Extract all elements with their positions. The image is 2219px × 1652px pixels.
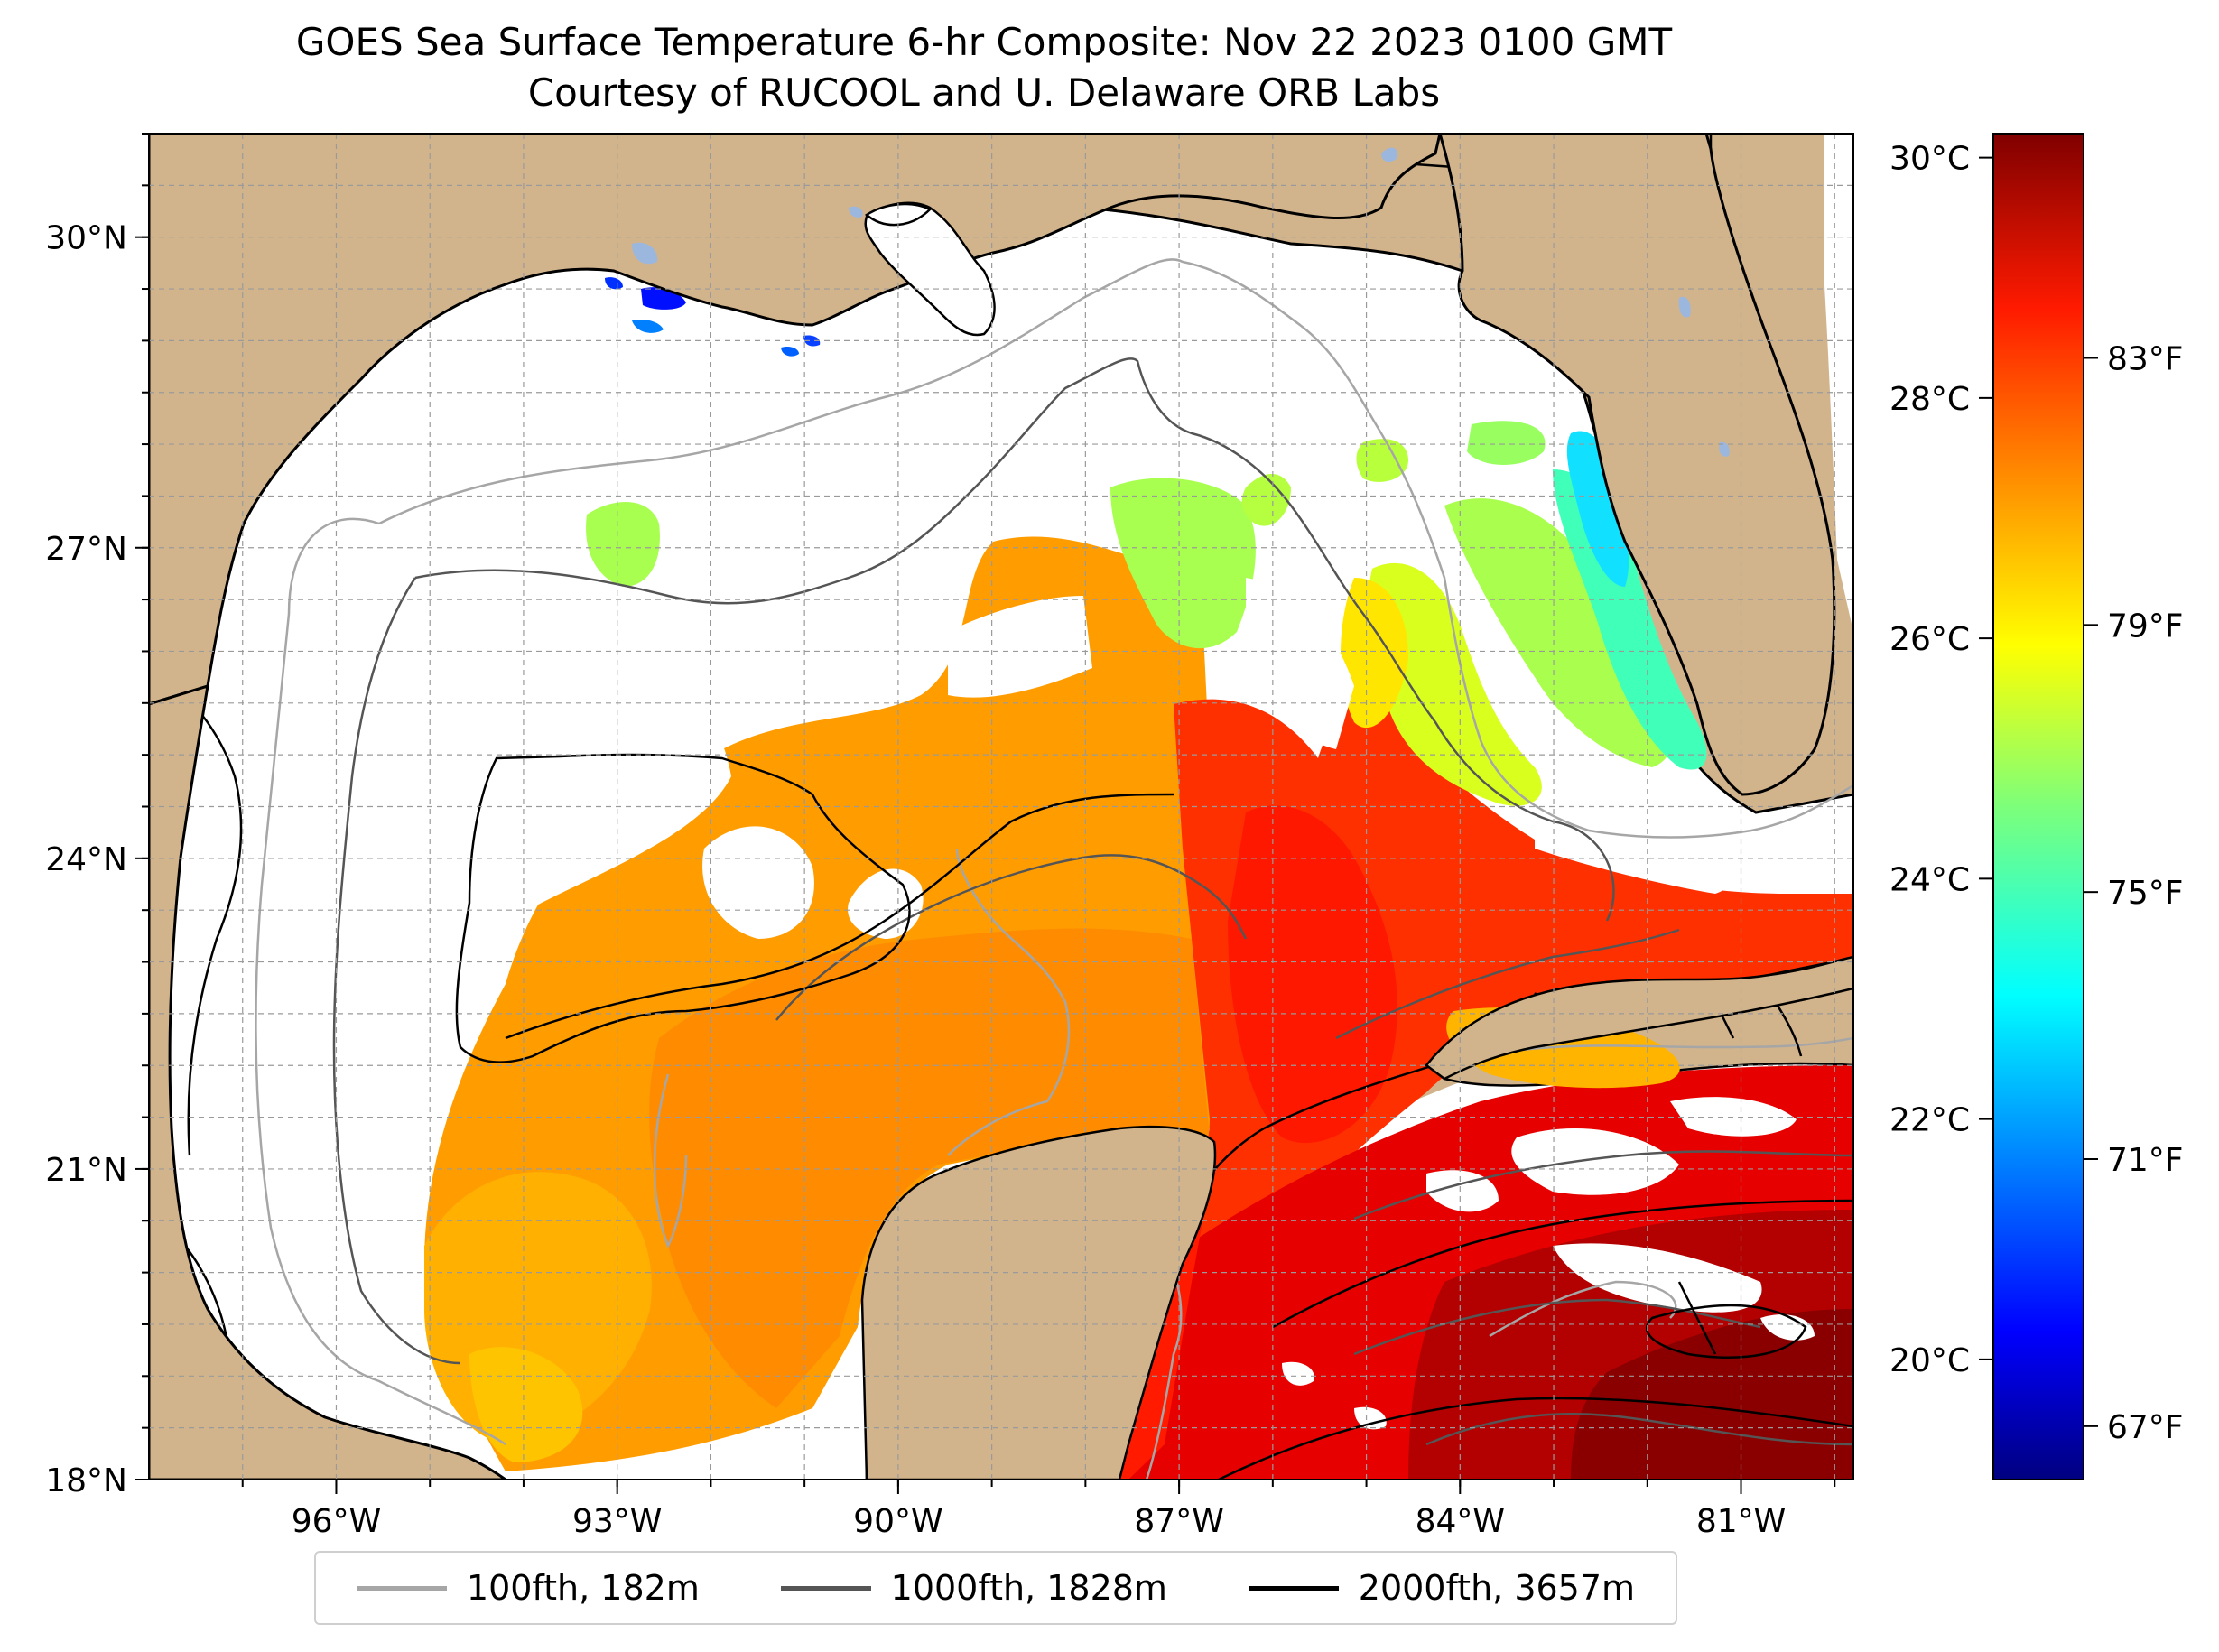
celsius-tick-label: 30°C: [1889, 141, 1970, 178]
legend-swatch: [1248, 1585, 1339, 1591]
celsius-tick-label: 26°C: [1889, 621, 1970, 658]
legend-swatch: [780, 1585, 871, 1591]
lat-tick-label: 18°N: [45, 1462, 127, 1499]
colorbar-celsius-axis: 20°C 22°C 24°C 26°C 28°C 30°C: [1889, 141, 1993, 1379]
lon-tick-label: 87°W: [1134, 1503, 1223, 1540]
map-area: [149, 134, 1853, 1480]
northern-coast-land: [149, 134, 1442, 706]
legend-label: 2000fth, 3657m: [1358, 1568, 1636, 1608]
map-gridlines: [149, 134, 1853, 1480]
inland-lake: [1381, 147, 1398, 162]
fahrenheit-tick-label: 67°F: [2107, 1409, 2184, 1446]
lat-axis: 18°N 21°N 24°N 27°N 30°N: [45, 133, 149, 1499]
celsius-tick-label: 22°C: [1889, 1102, 1970, 1139]
fahrenheit-tick-label: 79°F: [2107, 608, 2184, 645]
legend-label: 1000fth, 1828m: [890, 1568, 1167, 1608]
fahrenheit-tick-label: 71°F: [2107, 1142, 2184, 1179]
inland-lake: [1678, 296, 1691, 318]
figure-subtitle: Courtesy of RUCOOL and U. Delaware ORB L…: [527, 70, 1441, 115]
no-data-mask: [181, 578, 1815, 1480]
lon-tick-label: 90°W: [853, 1503, 942, 1540]
lat-tick-label: 24°N: [45, 841, 127, 878]
mexico-land: [149, 683, 508, 1480]
celsius-tick-label: 28°C: [1889, 381, 1970, 418]
yucatan-land-top: [860, 1125, 1217, 1480]
legend-item-100fth: 100fth, 182m: [356, 1568, 700, 1608]
lon-tick-label: 84°W: [1416, 1503, 1505, 1540]
florida-coast: [1438, 134, 1836, 796]
legend-item-2000fth: 2000fth, 3657m: [1248, 1568, 1636, 1608]
fahrenheit-tick-label: 83°F: [2107, 341, 2184, 378]
contour-1000fth: [332, 357, 1853, 1446]
figure-title: GOES Sea Surface Temperature 6-hr Compos…: [295, 20, 1673, 64]
legend-swatch: [356, 1585, 447, 1591]
inland-lake: [1719, 441, 1730, 457]
fahrenheit-tick-label: 75°F: [2107, 875, 2184, 912]
inland-lake: [632, 242, 658, 265]
colorbar: [1992, 133, 2084, 1480]
cuba-land-top: [1425, 955, 1853, 1081]
lat-tick-label: 30°N: [45, 220, 127, 257]
legend-label: 100fth, 182m: [466, 1568, 700, 1608]
lat-tick-label: 21°N: [45, 1152, 127, 1189]
celsius-tick-label: 24°C: [1889, 861, 1970, 898]
atlantic-water: [1824, 134, 1853, 632]
celsius-tick-label: 20°C: [1889, 1342, 1970, 1379]
lon-tick-label: 96°W: [292, 1503, 381, 1540]
colorbar-fahrenheit-axis: 67°F 71°F 75°F 79°F 83°F: [2084, 341, 2184, 1446]
inland-lake: [849, 206, 863, 218]
lat-tick-label: 27°N: [45, 531, 127, 568]
lon-axis: 96°W 93°W 90°W 87°W 84°W 81°W: [241, 1480, 1836, 1540]
lon-tick-label: 81°W: [1696, 1503, 1786, 1540]
legend-item-1000fth: 1000fth, 1828m: [780, 1568, 1167, 1608]
contour-legend: 100fth, 182m 1000fth, 1828m 2000fth, 365…: [314, 1551, 1677, 1625]
lon-tick-label: 93°W: [572, 1503, 662, 1540]
